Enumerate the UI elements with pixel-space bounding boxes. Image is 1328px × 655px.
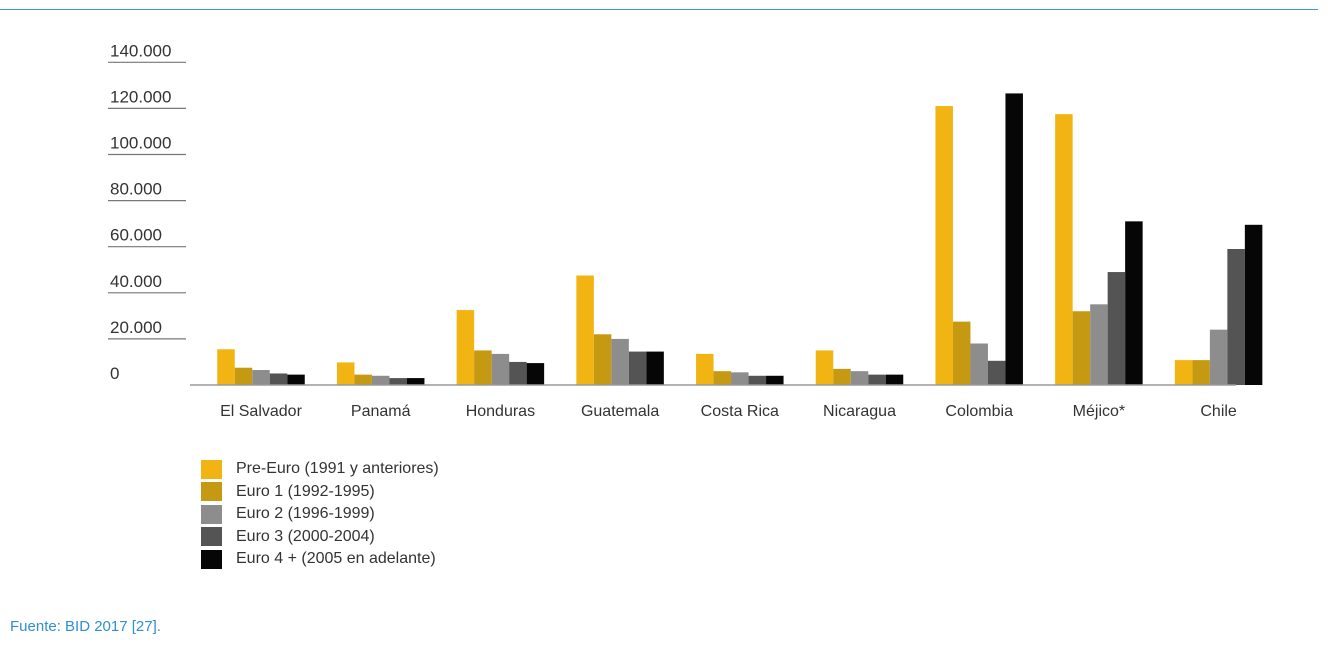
bar (593, 334, 612, 385)
y-tick-label: 80.000 (110, 180, 162, 199)
bar (389, 378, 407, 385)
x-category-label: Guatemala (581, 403, 659, 420)
legend-item-euro-3: Euro 3 (2000-2004) (201, 526, 439, 549)
bar (646, 351, 664, 385)
bar (1090, 304, 1108, 385)
x-category-label: Méjico* (1073, 403, 1125, 420)
legend-swatch (201, 549, 222, 569)
legend-swatch (201, 482, 222, 502)
bar (336, 362, 355, 385)
bars (217, 93, 1263, 385)
legend-label: Euro 3 (2000-2004) (236, 527, 375, 545)
top-divider (0, 9, 1318, 10)
y-tick-label: 140.000 (110, 41, 171, 60)
bar (1125, 221, 1143, 385)
y-tick-label: 120.000 (110, 87, 171, 106)
y-tick-label: 0 (110, 364, 119, 383)
bar-chart: 0 20.000 40.000 60.000 80.000 100.000 120.000 1… (108, 41, 1263, 420)
bar (1174, 360, 1193, 385)
bar (354, 374, 372, 385)
legend-item-euro-4: Euro 4 + (2005 en adelante) (201, 548, 439, 571)
y-tick-label: 20.000 (110, 318, 162, 337)
bar (748, 375, 767, 385)
y-tick-label: 60.000 (110, 226, 162, 245)
bar (1192, 360, 1210, 385)
bar (731, 372, 749, 385)
x-category-label: Panamá (351, 403, 411, 420)
bar (611, 338, 629, 385)
bar (491, 353, 510, 385)
source-note: Fuente: BID 2017 [27]. (10, 618, 161, 635)
legend-label: Euro 2 (1996-1999) (236, 505, 375, 523)
x-axis: El Salvador Panamá Honduras Guatemala Costa … (220, 403, 1237, 420)
legend-item-euro-1: Euro 1 (1992-1995) (201, 481, 439, 504)
bar (217, 349, 235, 385)
legend-label: Euro 4 + (2005 en adelante) (236, 550, 436, 568)
bar (234, 367, 253, 385)
bar (1005, 93, 1023, 385)
bar (815, 350, 834, 385)
x-category-label: Chile (1200, 403, 1237, 420)
bar (970, 343, 988, 385)
legend: Pre-Euro (1991 y anteriores) Euro 1 (199… (201, 458, 439, 571)
bar (406, 378, 425, 385)
bar (252, 370, 270, 385)
x-category-label: Honduras (466, 403, 535, 420)
y-tick-label: 100.000 (110, 134, 171, 153)
bar (371, 375, 390, 385)
bar (833, 368, 851, 385)
legend-item-euro-2: Euro 2 (1996-1999) (201, 503, 439, 526)
bar (1244, 224, 1263, 385)
bar (526, 363, 545, 385)
bar (766, 375, 784, 385)
legend-swatch (201, 459, 222, 479)
bar (935, 106, 953, 385)
bar (696, 353, 714, 385)
bar (1209, 329, 1228, 385)
legend-label: Pre-Euro (1991 y anteriores) (236, 460, 439, 478)
y-axis: 0 20.000 40.000 60.000 80.000 100.000 120.000 1… (108, 41, 186, 383)
bar (885, 374, 904, 385)
bar (1055, 114, 1073, 385)
bar (1107, 272, 1126, 385)
bar (987, 360, 1006, 385)
x-category-label: El Salvador (220, 403, 302, 420)
bar (456, 310, 475, 385)
bar (1072, 311, 1091, 385)
bar (952, 321, 971, 385)
legend-label: Euro 1 (1992-1995) (236, 482, 375, 500)
bar (287, 374, 305, 385)
legend-swatch (201, 527, 222, 547)
bar (509, 361, 527, 385)
bar (576, 275, 594, 385)
bar (269, 373, 288, 385)
y-tick-label: 40.000 (110, 272, 162, 291)
x-category-label: Costa Rica (701, 403, 779, 420)
bar (850, 371, 869, 385)
bar (628, 351, 647, 385)
bar (868, 374, 886, 385)
legend-swatch (201, 504, 222, 524)
x-category-label: Colombia (945, 403, 1013, 420)
bar (713, 371, 732, 385)
x-category-label: Nicaragua (823, 403, 896, 420)
bar (474, 350, 492, 385)
bar (1227, 249, 1245, 385)
legend-item-pre-euro: Pre-Euro (1991 y anteriores) (201, 458, 439, 481)
